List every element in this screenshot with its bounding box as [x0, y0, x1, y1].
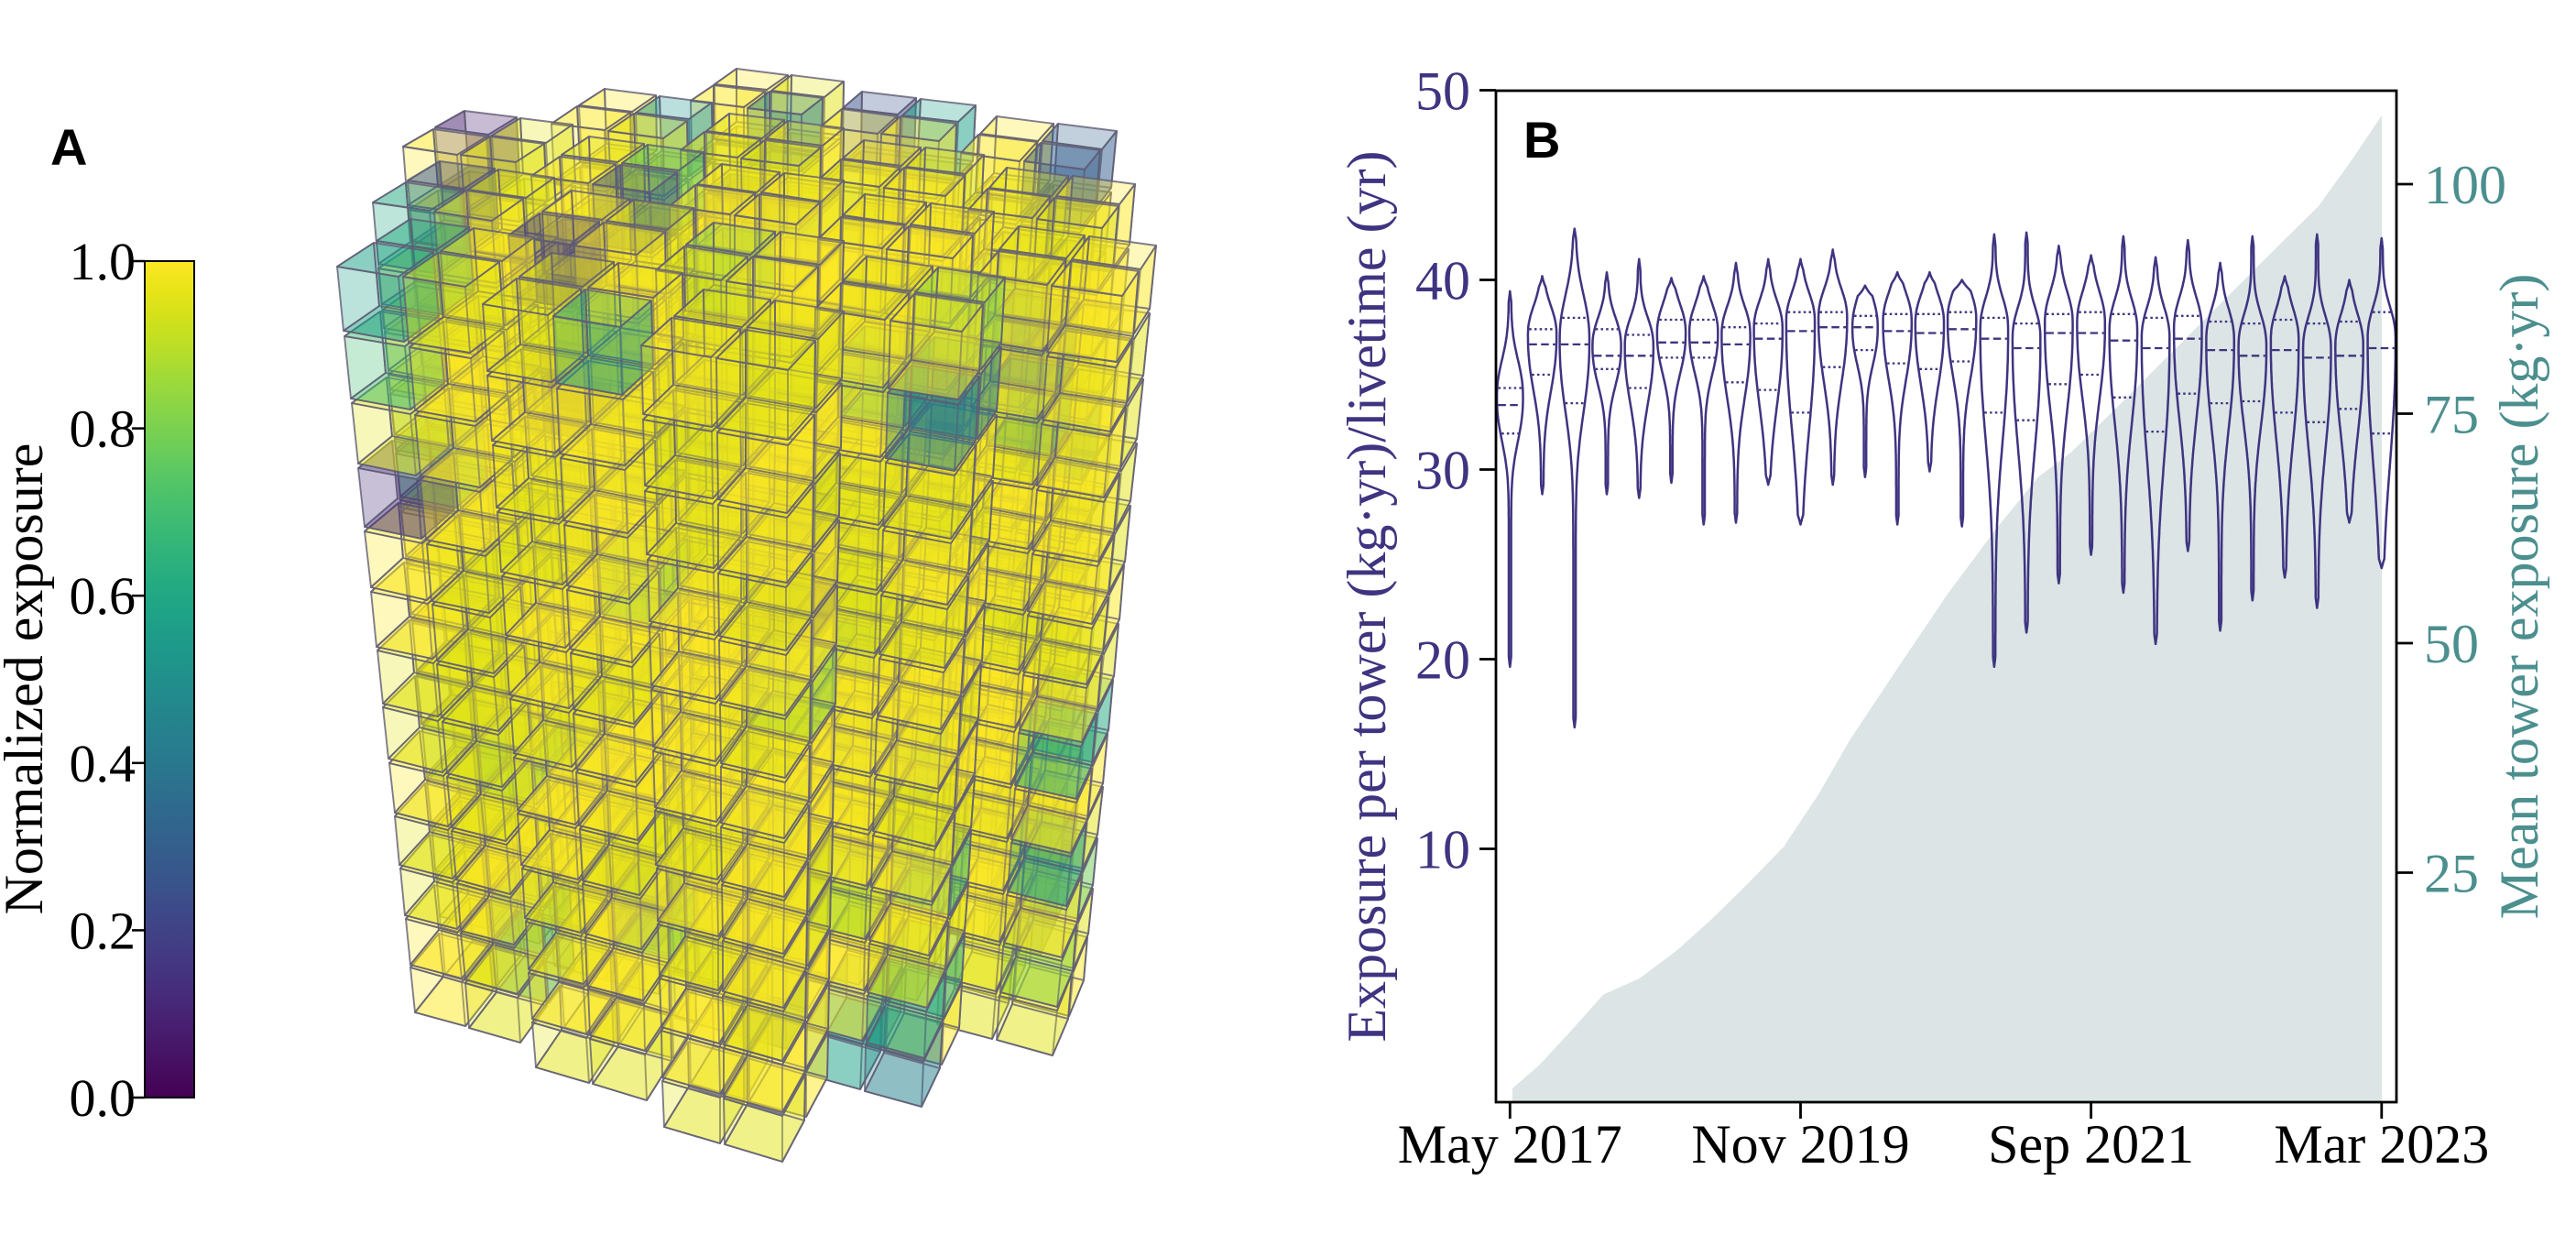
svg-text:1.0: 1.0 — [70, 232, 136, 291]
svg-text:0.8: 0.8 — [70, 399, 136, 459]
svg-text:B: B — [1523, 111, 1560, 169]
svg-text:Exposure per tower (kg·yr)/liv: Exposure per tower (kg·yr)/livetime (yr) — [1337, 151, 1397, 1043]
svg-text:75: 75 — [2424, 385, 2479, 445]
svg-text:Nov 2019: Nov 2019 — [1691, 1114, 1909, 1175]
svg-text:0.2: 0.2 — [70, 901, 136, 960]
svg-text:10: 10 — [1415, 820, 1470, 880]
svg-text:Mar 2023: Mar 2023 — [2274, 1114, 2489, 1175]
svg-text:Sep 2021: Sep 2021 — [1988, 1114, 2194, 1175]
svg-text:0.0: 0.0 — [70, 1068, 136, 1128]
svg-text:20: 20 — [1415, 630, 1470, 691]
svg-text:100: 100 — [2424, 155, 2506, 215]
svg-text:0.6: 0.6 — [70, 566, 136, 626]
svg-text:Normalized exposure: Normalized exposure — [0, 443, 54, 915]
svg-text:30: 30 — [1415, 441, 1470, 501]
svg-text:25: 25 — [2424, 844, 2479, 904]
svg-text:A: A — [50, 118, 87, 176]
svg-text:40: 40 — [1415, 251, 1470, 311]
svg-text:May 2017: May 2017 — [1398, 1114, 1622, 1175]
svg-text:50: 50 — [1415, 61, 1470, 122]
svg-text:Mean tower exposure (kg·yr): Mean tower exposure (kg·yr) — [2489, 274, 2549, 920]
svg-text:50: 50 — [2424, 614, 2479, 674]
svg-text:0.4: 0.4 — [70, 734, 136, 793]
